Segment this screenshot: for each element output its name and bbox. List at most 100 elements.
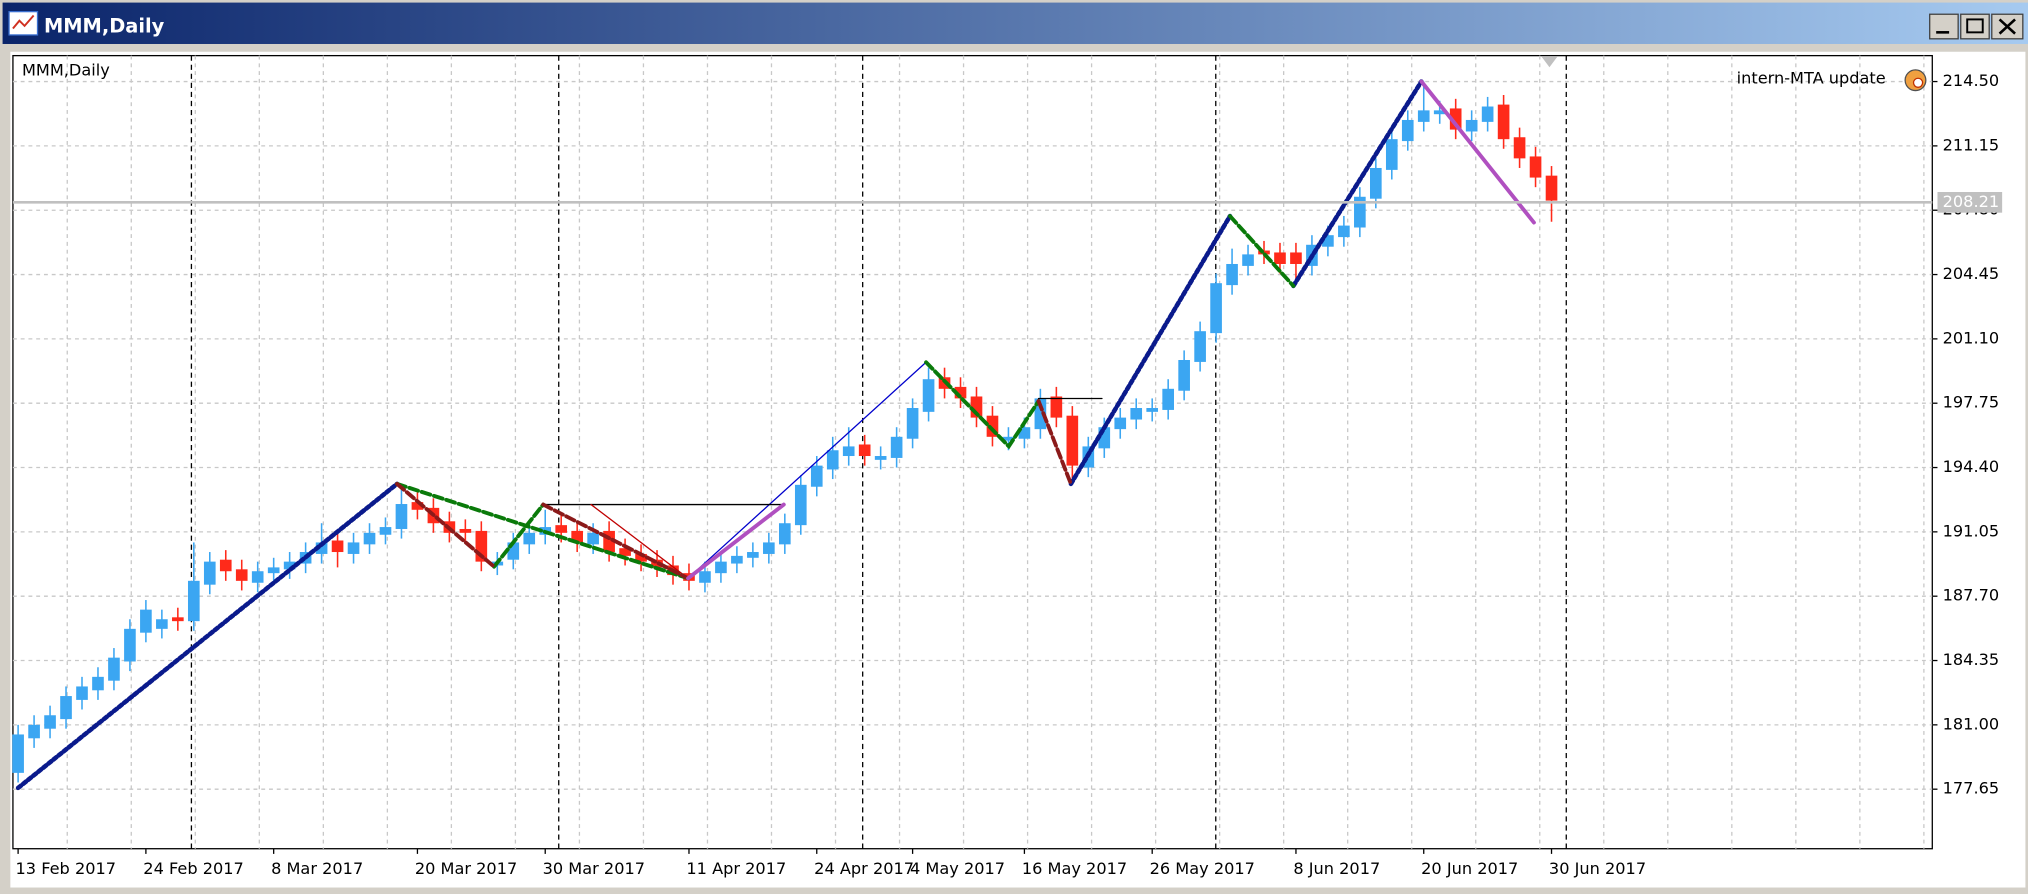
candle-body <box>92 676 104 691</box>
candle-body <box>1401 119 1414 142</box>
candle-body <box>1513 137 1526 159</box>
candle-body <box>970 396 983 418</box>
candle-body <box>283 561 296 570</box>
candle-body <box>715 561 727 574</box>
candle-body <box>571 530 583 543</box>
x-tick-label: 8 Mar 2017 <box>271 859 363 878</box>
candle-body <box>1449 108 1462 130</box>
x-tick-label: 26 May 2017 <box>1150 859 1255 878</box>
candle-body <box>603 530 615 553</box>
candle-body <box>747 552 759 558</box>
close-button[interactable] <box>1991 13 2024 40</box>
candle-body <box>1130 408 1143 420</box>
y-axis: 177.65 181.00 184.35 187.70 191.05 194.40 197.… <box>12 71 2003 798</box>
candle-body <box>1242 254 1254 266</box>
candle-body <box>1417 110 1430 122</box>
candle-body <box>1194 331 1206 362</box>
candle-body <box>60 696 72 720</box>
y-tick-label: 194.40 <box>1943 457 2000 476</box>
indicator-icon <box>1904 69 1927 92</box>
candle-body <box>267 567 280 574</box>
candle-body <box>219 559 232 572</box>
y-tick-label: 197.75 <box>1943 393 2000 412</box>
candle-body <box>1433 110 1446 115</box>
candle-body <box>1274 252 1286 264</box>
candle-body <box>906 408 919 439</box>
window-icon-graph <box>12 14 35 30</box>
y-tick-label: 211.15 <box>1943 135 2000 154</box>
candle-body <box>810 465 823 487</box>
candle-body <box>1497 104 1510 140</box>
candle-body <box>587 532 599 545</box>
candle-body <box>826 450 839 470</box>
bid-label: 208.21 <box>1943 192 2000 211</box>
title-bar <box>2 2 2028 44</box>
candle-body <box>331 540 344 553</box>
candle-body <box>922 379 935 412</box>
candle-body <box>475 530 488 562</box>
candle-body <box>411 502 424 510</box>
plot-frame <box>12 54 1933 850</box>
candle-body <box>44 715 56 729</box>
candle-body <box>1258 250 1270 255</box>
candle-body <box>842 446 855 457</box>
candle-body <box>28 724 40 739</box>
candle-body <box>699 571 711 583</box>
candle-body <box>1114 417 1127 430</box>
bid-label-box <box>1937 191 2003 213</box>
candle-body <box>731 555 743 564</box>
candle-body <box>1066 415 1079 466</box>
candle-body <box>124 628 136 662</box>
x-axis: 13 Feb 2017 24 Feb 2017 8 Mar 2017 20 Mar 2… <box>16 848 1646 878</box>
maximize-button[interactable] <box>1960 13 1990 40</box>
candle-body <box>1226 263 1238 286</box>
candle-body <box>794 484 807 526</box>
candle-body <box>1178 360 1190 391</box>
candle-body <box>763 542 775 554</box>
candle-body <box>251 571 264 583</box>
candle-body <box>235 569 248 581</box>
y-tick-label: 181.00 <box>1943 714 2000 733</box>
x-tick-label: 30 Mar 2017 <box>543 859 645 878</box>
x-tick-label: 24 Feb 2017 <box>143 859 244 878</box>
y-tick-label: 204.45 <box>1943 264 2000 283</box>
candle-body <box>347 542 360 554</box>
y-tick-label: 184.35 <box>1943 650 2000 669</box>
shift-marker <box>1541 56 1558 68</box>
minimize-button[interactable] <box>1929 13 1959 40</box>
candle-body <box>1210 283 1222 334</box>
candle-body <box>1369 167 1382 199</box>
candle-body <box>858 444 871 457</box>
x-tick-label: 13 Feb 2017 <box>16 859 117 878</box>
candle-body <box>1146 408 1159 412</box>
y-tick-label: 177.65 <box>1943 779 2000 798</box>
x-tick-label: 30 Jun 2017 <box>1549 859 1646 878</box>
candle-body <box>523 532 536 545</box>
candle-body <box>1034 398 1047 430</box>
candle-body <box>1385 139 1398 170</box>
candle-body <box>1322 235 1334 247</box>
y-tick-label: 191.05 <box>1943 521 2000 540</box>
candles <box>12 81 1558 783</box>
candle-body <box>1481 106 1494 122</box>
window-title: MMM,Daily <box>44 15 165 38</box>
x-tick-label: 16 May 2017 <box>1022 859 1127 878</box>
x-tick-label: 20 Mar 2017 <box>415 859 517 878</box>
candle-body <box>1465 119 1478 132</box>
y-tick-label: 214.50 <box>1943 71 2000 90</box>
candle-body <box>1098 427 1111 449</box>
candle-body <box>1018 427 1031 439</box>
candle-body <box>1290 252 1302 264</box>
window-buttons[interactable] <box>1929 13 2024 40</box>
candle-body <box>1162 388 1174 410</box>
candle-body <box>778 523 791 545</box>
y-tick-label: 187.70 <box>1943 586 2000 605</box>
y-tick-label: 201.10 <box>1943 328 2000 347</box>
candle-body <box>1002 436 1015 441</box>
indicator-overlays <box>15 79 1536 791</box>
x-tick-label: 24 Apr 2017 <box>814 859 914 878</box>
candle-body <box>156 619 168 629</box>
candle-body <box>555 525 568 533</box>
candle-body <box>1354 196 1366 228</box>
